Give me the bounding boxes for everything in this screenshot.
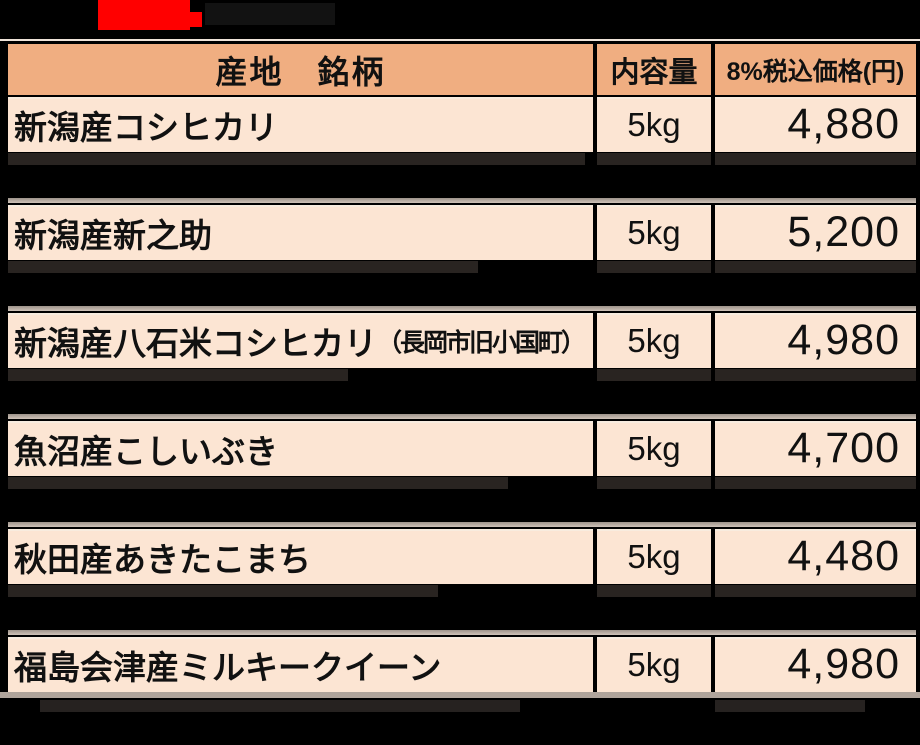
red-logo-tab: [189, 12, 202, 27]
product-name: 新潟産八石米コシヒカリ: [14, 324, 377, 362]
redacted-row: [0, 260, 920, 311]
product-name-cell: 新潟産八石米コシヒカリ （長岡市旧小国町）: [8, 313, 593, 368]
redacted-text-bar: [40, 700, 520, 712]
redacted-text-bar: [715, 153, 916, 165]
product-name-cell: 秋田産あきたこまち: [8, 529, 593, 584]
amount-cell: 5kg: [597, 421, 711, 476]
redacted-row: [0, 368, 920, 419]
price-cell: 5,200: [715, 205, 916, 260]
table-row: 新潟産コシヒカリ 5kg 4,880: [0, 95, 916, 152]
header-content-amount-label: 内容量: [610, 56, 698, 89]
table-row: 魚沼産こしいぶき 5kg 4,700: [0, 419, 916, 476]
price-cell: 4,880: [715, 97, 916, 152]
amount-cell: 5kg: [597, 529, 711, 584]
redacted-text-bar: [715, 585, 916, 597]
price-cell: 4,480: [715, 529, 916, 584]
product-name-note: （長岡市旧小国町）: [377, 328, 586, 357]
table-row: 秋田産あきたこまち 5kg 4,480: [0, 527, 916, 584]
header-content-amount: 内容量: [597, 44, 711, 95]
header-tax-included-price: 8%税込価格(円): [715, 44, 916, 95]
redacted-banner-text: [205, 3, 335, 25]
redacted-text-bar: [8, 261, 478, 273]
header-product-brand: 産地 銘柄: [8, 44, 593, 95]
table-bottom-border: [0, 692, 920, 698]
price-cell: 4,980: [715, 313, 916, 368]
product-name: 新潟産コシヒカリ: [14, 108, 278, 146]
table-bottom-area: [0, 692, 920, 745]
redacted-text-bar: [8, 153, 585, 165]
header-tax-included-price-label: 8%税込価格(円): [726, 57, 905, 86]
redacted-text-bar: [8, 585, 438, 597]
product-name: 魚沼産こしいぶき: [14, 432, 278, 470]
red-logo-mark: [98, 0, 190, 30]
table-top-border: [0, 39, 920, 41]
amount-cell: 5kg: [597, 313, 711, 368]
price-cell: 4,980: [715, 637, 916, 692]
redacted-row: [0, 476, 920, 527]
product-name-cell: 新潟産コシヒカリ: [8, 97, 593, 152]
product-name: 秋田産あきたこまち: [14, 540, 311, 578]
table-header-row: 産地 銘柄 内容量 8%税込価格(円): [0, 41, 916, 95]
price-cell: 4,700: [715, 421, 916, 476]
redacted-text-bar: [715, 369, 916, 381]
table-row: 新潟産八石米コシヒカリ （長岡市旧小国町） 5kg 4,980: [0, 311, 916, 368]
table-row: 新潟産新之助 5kg 5,200: [0, 203, 916, 260]
redacted-text-bar: [715, 700, 865, 712]
redacted-text-bar: [597, 261, 711, 273]
product-name: 新潟産新之助: [14, 216, 212, 254]
product-name: 福島会津産ミルキークイーン: [14, 648, 442, 686]
redacted-text-bar: [597, 153, 711, 165]
product-name-cell: 新潟産新之助: [8, 205, 593, 260]
redacted-text-bar: [8, 477, 508, 489]
product-name-cell: 魚沼産こしいぶき: [8, 421, 593, 476]
amount-cell: 5kg: [597, 97, 711, 152]
table-row: 福島会津産ミルキークイーン 5kg 4,980: [0, 635, 916, 692]
redacted-row: [0, 152, 920, 203]
redacted-row: [0, 584, 920, 635]
header-product-brand-label: 産地 銘柄: [215, 53, 386, 90]
top-banner: [0, 0, 920, 39]
product-name-cell: 福島会津産ミルキークイーン: [8, 637, 593, 692]
redacted-text-bar: [597, 585, 711, 597]
amount-cell: 5kg: [597, 205, 711, 260]
redacted-text-bar: [597, 477, 711, 489]
redacted-text-bar: [597, 369, 711, 381]
redacted-text-bar: [8, 369, 348, 381]
amount-cell: 5kg: [597, 637, 711, 692]
redacted-text-bar: [715, 261, 916, 273]
redacted-text-bar: [715, 477, 916, 489]
